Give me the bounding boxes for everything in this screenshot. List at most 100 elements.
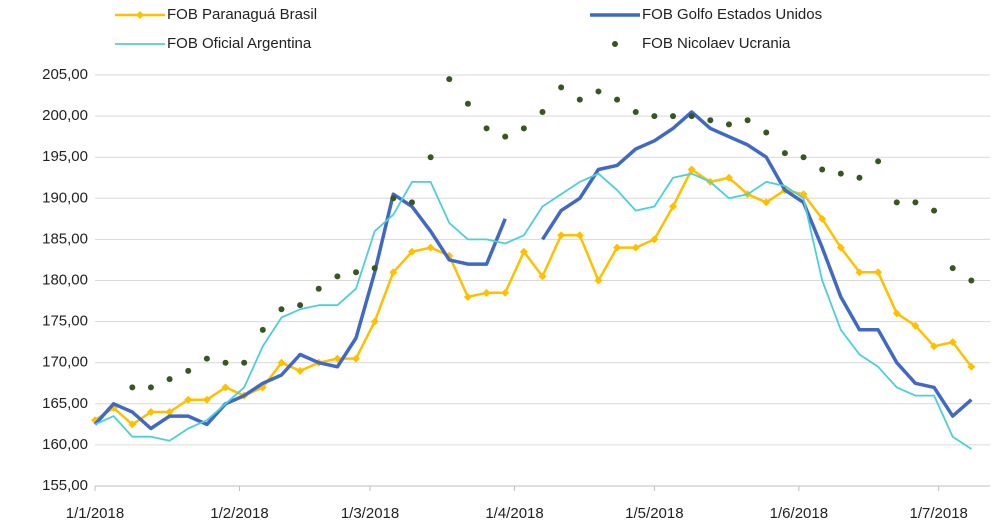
dot [856,174,863,181]
diamond-marker [762,198,771,207]
dot [781,150,788,157]
diamond-marker [277,358,286,367]
dot [819,166,826,173]
series-line [93,192,507,431]
y-tick-label: 175,00 [42,313,88,330]
diamond-marker [650,235,659,244]
dot [315,285,322,292]
x-tick-label: 1/1/2018 [66,505,124,522]
dot [707,117,714,124]
diamond-marker [948,338,957,347]
dot [595,88,602,95]
dot [893,199,900,206]
y-tick-label: 180,00 [42,271,88,288]
dot [968,277,975,284]
legend-label: FOB Nicolaev Ucrania [642,35,791,52]
y-tick-label: 195,00 [42,148,88,165]
diamond-marker [575,231,584,240]
dot [371,265,378,272]
dot [688,113,695,120]
dot [931,207,938,214]
dot [912,199,919,206]
dot [576,96,583,103]
y-tick-label: 190,00 [42,189,88,206]
y-tick-label: 185,00 [42,230,88,247]
diamond-marker [967,362,976,371]
dot [502,133,509,140]
dot [651,113,658,120]
diamond-marker [202,395,211,404]
diamond-marker [519,247,528,256]
diamond-marker [221,383,230,392]
legend-label: FOB Paranaguá Brasil [167,6,317,23]
diamond-marker [594,276,603,285]
dot [837,170,844,177]
y-tick-label: 165,00 [42,395,88,412]
dot [203,355,210,362]
dot [763,129,770,136]
dot [129,384,136,391]
y-tick-label: 170,00 [42,354,88,371]
dot [949,265,956,272]
legend-swatch [612,41,618,47]
diamond-marker [892,309,901,318]
dot [408,199,415,206]
dot [147,384,154,391]
diamond-marker [687,165,696,174]
diamond-marker [930,342,939,351]
diamond-marker [146,408,155,417]
diamond-marker [128,420,137,429]
diamond-marker [482,288,491,297]
dot [632,108,639,115]
dot [483,125,490,132]
dot [725,121,732,128]
diamond-marker [911,321,920,330]
y-tick-label: 155,00 [42,477,88,494]
diamond-marker [407,247,416,256]
y-tick-label: 205,00 [42,66,88,83]
diamond-marker [370,317,379,326]
diamond-marker [818,214,827,223]
series-line [541,110,973,418]
legend-label: FOB Golfo Estados Unidos [642,6,822,23]
dot [744,117,751,124]
dot [241,359,248,366]
dot [259,326,266,333]
dot [166,376,173,383]
legend-marker [136,11,144,19]
x-tick-label: 1/5/2018 [625,505,683,522]
dot [334,273,341,280]
diamond-marker [631,243,640,252]
x-tick-label: 1/7/2018 [910,505,968,522]
x-tick-label: 1/2/2018 [210,505,268,522]
diamond-marker [836,243,845,252]
y-tick-label: 200,00 [42,107,88,124]
dot [390,195,397,202]
diamond-marker [165,408,174,417]
dot [297,302,304,309]
legend-label: FOB Oficial Argentina [167,35,312,52]
diamond-marker [296,366,305,375]
x-tick-label: 1/4/2018 [485,505,543,522]
dot [558,84,565,91]
dot [539,108,546,115]
diamond-marker [855,268,864,277]
dot [353,269,360,276]
dot [520,125,527,132]
diamond-marker [557,231,566,240]
series-line [94,168,973,426]
x-tick-label: 1/3/2018 [341,505,399,522]
dot [670,113,677,120]
diamond-marker [724,173,733,182]
dot [614,96,621,103]
diamond-marker [184,395,193,404]
diamond-marker [669,202,678,211]
x-tick-label: 1/6/2018 [770,505,828,522]
dot [446,76,453,83]
series-line [94,172,972,450]
diamond-marker [538,272,547,281]
diamond-marker [389,268,398,277]
dot [278,306,285,313]
diamond-marker [501,288,510,297]
